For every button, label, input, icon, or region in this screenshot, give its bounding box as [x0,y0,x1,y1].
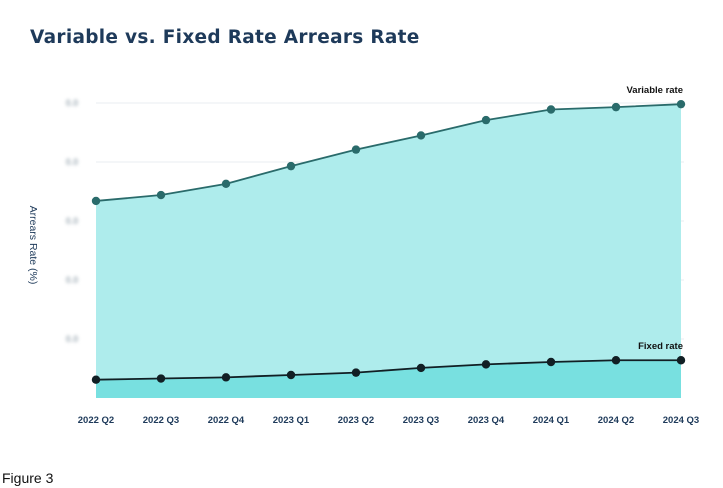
area-fixed-rate [96,360,681,398]
point-variable-rate [351,145,361,154]
x-tick-label: 2024 Q2 [598,415,634,426]
x-tick-label: 2023 Q3 [403,415,439,426]
point-fixed-rate [351,368,361,377]
y-tick-label: 0.0 [66,98,79,108]
point-variable-rate [286,161,296,171]
x-tick-label: 2022 Q3 [143,415,179,426]
point-variable-rate [676,99,686,109]
line-fixed-rate [95,359,681,381]
series-label-variable-rate: Variable rate [626,85,683,96]
area-fills [96,104,681,399]
line-variable-rate [95,103,682,202]
point-variable-rate [91,196,101,206]
point-fixed-rate [416,363,426,373]
point-variable-rate [546,105,556,114]
y-tick-label: 0.0 [66,334,79,344]
x-tick-label: 2023 Q4 [468,415,505,426]
x-tick-label: 2024 Q3 [663,415,699,426]
x-tick-label: 2023 Q1 [273,415,310,426]
series-labels: Variable rate Fixed rate [626,85,683,352]
x-tick-label: 2024 Q1 [533,415,570,426]
point-fixed-rate [156,374,166,383]
y-tick-labels: 0.0 0.0 0.0 0.0 0.0 [66,98,79,344]
point-variable-rate [416,131,426,140]
point-fixed-rate [676,356,686,365]
y-tick-label: 0.0 [66,275,79,285]
point-variable-rate [156,190,166,200]
series-lines [95,103,682,381]
point-fixed-rate [481,360,491,369]
x-tick-labels: 2022 Q2 2022 Q3 2022 Q4 2023 Q1 2023 Q2 2023 … [78,415,699,426]
x-tick-label: 2022 Q2 [78,415,114,426]
x-tick-label: 2022 Q4 [208,415,245,426]
point-variable-rate [481,115,491,125]
point-variable-rate [221,179,231,189]
y-tick-label: 0.0 [66,157,79,167]
point-fixed-rate [91,375,101,384]
x-tick-label: 2023 Q2 [338,415,374,426]
point-fixed-rate [611,356,621,365]
area-variable-rate [96,104,681,399]
point-fixed-rate [221,373,231,382]
chart-title: Variable vs. Fixed Rate Arrears Rate [30,27,420,48]
figure-label: Figure 3 [2,470,54,486]
point-fixed-rate [546,357,556,367]
series-markers [91,99,686,384]
point-fixed-rate [286,370,296,380]
y-tick-label: 0.0 [66,216,79,226]
series-label-fixed-rate: Fixed rate [638,341,683,352]
point-variable-rate [611,102,621,112]
